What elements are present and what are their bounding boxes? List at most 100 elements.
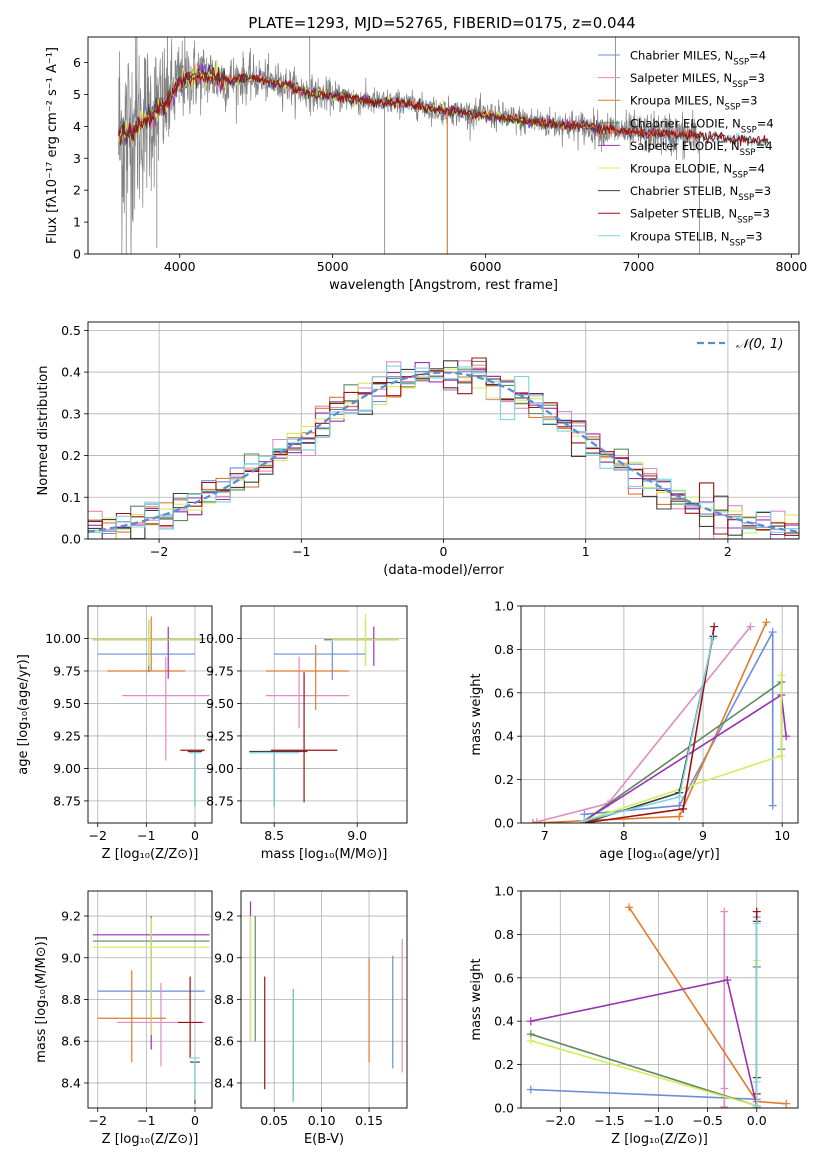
point-marker — [782, 732, 791, 741]
series-chabrier_miles — [530, 917, 758, 1101]
panel-mass_vs_ebv: 0.05 0.10 0.15 8.4 8.6 8.8 9.0 9.2 E(B-V) — [214, 890, 408, 1147]
x-tick-label: −1.5 — [594, 1113, 624, 1128]
x-tick-label: −2 — [150, 544, 168, 559]
y-tick-label: 0 — [73, 247, 81, 262]
series-kroupa_miles — [532, 621, 768, 823]
y-tick-label: 0.4 — [494, 729, 514, 744]
x-tick-label: −2.0 — [545, 1113, 575, 1128]
axes-frame — [87, 36, 800, 255]
point-marker — [625, 903, 634, 912]
y-axis-label: mass [log₁₀(M/M⊙)] — [34, 936, 49, 1063]
x-tick-label: −1 — [137, 1113, 155, 1128]
errorbar-kroupa_miles — [97, 970, 166, 1063]
plot-area — [241, 606, 407, 823]
y-tick-label: 8.6 — [214, 1034, 234, 1049]
x-tick-label: 2 — [724, 544, 732, 559]
errorbar-kroupa_stelib — [249, 752, 300, 808]
y-tick-label: 9.75 — [53, 663, 81, 678]
y-tick-label: 5 — [73, 87, 81, 102]
y-axis-label: mass weight — [469, 673, 484, 755]
x-tick-label: 8000 — [775, 259, 807, 274]
errorbar-salpeter_stelib — [177, 976, 203, 1058]
observed-spectrum — [118, 37, 700, 254]
y-tick-label: 10.00 — [198, 631, 234, 646]
y-tick-label: 0.6 — [494, 970, 514, 985]
errorbar-kroupa_elodie — [92, 918, 210, 1035]
y-tick-label: 8.6 — [61, 1034, 81, 1049]
y-tick-label: 0.8 — [494, 927, 514, 942]
y-tick-label: 0.4 — [494, 1014, 514, 1029]
x-tick-label: 0.10 — [308, 1113, 336, 1128]
gaussian-curve — [88, 371, 799, 533]
axes-frame — [240, 890, 408, 1109]
y-tick-label: 0.4 — [61, 365, 81, 380]
series-salpeter_miles — [536, 626, 752, 823]
panel-age_vs_Z: −2 −1 0 8.75 9.00 9.25 9.50 9.75 10.00 Z [log₁₀(Z… — [16, 605, 213, 862]
series-kroupa_stelib — [584, 638, 714, 822]
x-tick-label: 0.05 — [260, 1113, 288, 1128]
panel-mass_vs_Z: −2 −1 0 8.4 8.6 8.8 9.0 9.2 Z [log₁₀(Z/Z⊙)] mass … — [34, 890, 213, 1147]
errorbar-kroupa_miles — [107, 616, 186, 672]
y-tick-label: 9.00 — [53, 761, 81, 776]
y-tick-label: 9.75 — [206, 663, 234, 678]
point-marker — [746, 622, 755, 631]
series-chabrier_miles — [584, 631, 774, 816]
x-tick-label: 4000 — [164, 259, 196, 274]
errorbar-kroupa_elodie — [332, 613, 399, 666]
errorbar-chabrier_stelib — [249, 750, 308, 807]
axes-frame — [87, 605, 213, 824]
point-marker — [720, 1084, 729, 1093]
y-tick-label: 9.50 — [206, 696, 234, 711]
x-tick-label: −1 — [137, 828, 155, 843]
errorbar-chabrier_miles — [274, 641, 366, 681]
axes-frame — [87, 890, 213, 1109]
y-tick-label: 9.50 — [53, 696, 81, 711]
x-axis-label: wavelength [Angstrom, rest frame] — [329, 278, 558, 293]
errorbar-kroupa_stelib — [190, 1057, 200, 1100]
legend-entry: 𝒩(0, 1) — [736, 337, 783, 352]
plot-area — [88, 891, 212, 1108]
y-tick-label: 9.2 — [214, 909, 234, 924]
x-tick-label: 10 — [774, 828, 790, 843]
histogram-kroupa_stelib — [88, 365, 799, 534]
point-marker — [768, 628, 777, 637]
x-axis-label: (data-model)/error — [383, 563, 504, 578]
y-tick-label: 0.5 — [61, 323, 81, 338]
point-marker — [752, 919, 761, 928]
y-tick-label: 0.2 — [494, 772, 514, 787]
x-axis-label: age [log₁₀(age/yr)] — [599, 847, 720, 862]
x-axis-label: Z [log₁₀(Z/Z⊙)] — [611, 1132, 708, 1147]
y-tick-label: 1 — [73, 215, 81, 230]
point-marker — [675, 812, 684, 821]
plot-area — [521, 606, 798, 823]
x-tick-label: −1 — [292, 544, 310, 559]
spectrum-legend: Chabrier MILES, NSSP=4 Salpeter MILES, NS… — [598, 49, 774, 248]
y-tick-label: 8.8 — [214, 992, 234, 1007]
point-marker — [580, 816, 589, 823]
x-tick-label: 7000 — [623, 259, 655, 274]
errorbar-kroupa_stelib — [189, 752, 201, 808]
x-tick-label: 0 — [440, 544, 448, 559]
series-kroupa_elodie — [530, 960, 758, 1107]
histogram-chabrier_stelib — [88, 360, 799, 539]
point-marker — [526, 1017, 535, 1026]
legend-entry: Salpeter ELODIE, NSSP=4 — [630, 139, 773, 158]
x-tick-label: 8 — [620, 828, 628, 843]
model-spectrum-salpeter_stelib — [118, 67, 769, 147]
point-marker — [762, 618, 771, 627]
x-tick-label: −2 — [89, 1113, 107, 1128]
y-tick-label: 9.00 — [206, 761, 234, 776]
x-tick-label: 0.0 — [747, 1113, 767, 1128]
y-tick-label: 0.0 — [494, 1101, 514, 1116]
x-tick-label: 0 — [191, 828, 199, 843]
x-axis-label: E(B-V) — [304, 1132, 344, 1147]
point-marker — [720, 907, 729, 916]
plot-area — [88, 606, 212, 823]
point-marker — [752, 1077, 761, 1086]
legend-entry: Kroupa ELODIE, NSSP=4 — [630, 162, 765, 181]
y-tick-label: 8.4 — [61, 1075, 81, 1090]
y-tick-label: 9.2 — [61, 909, 81, 924]
point-marker — [720, 1102, 729, 1108]
panel-residuals: −2 −1 0 1 2 0.0 0.1 0.2 0.3 0.4 0.5 (data-model)/er… — [36, 321, 800, 578]
